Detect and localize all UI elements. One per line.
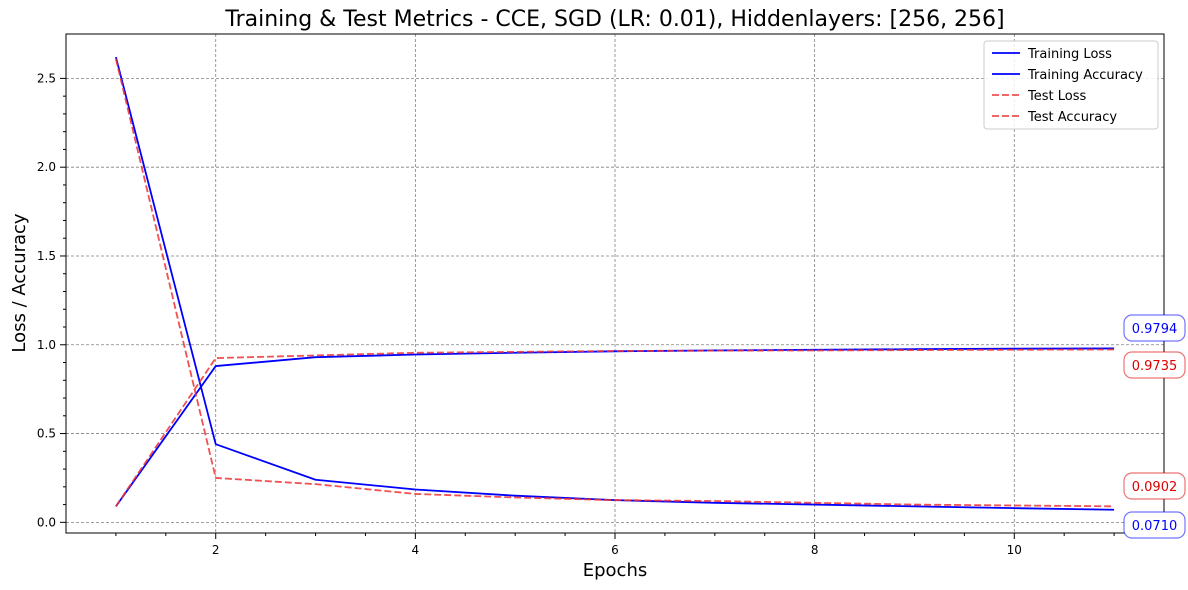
grid bbox=[66, 34, 1164, 533]
y-tick-label: 1.0 bbox=[37, 338, 56, 352]
x-axis-title: Epochs bbox=[583, 560, 648, 581]
axes: 2 4 6 8 10 0.0 0.5 1.0 1.5 2.0 2.5 bbox=[37, 71, 1115, 557]
series-layer bbox=[115, 56, 1115, 511]
annotations: 0.9794 0.9735 0.0902 0.0710 bbox=[1123, 314, 1186, 539]
x-tick-label: 8 bbox=[811, 543, 819, 557]
annotation-box bbox=[1123, 351, 1186, 379]
y-tick-label: 0.5 bbox=[37, 427, 56, 441]
y-axis-title: Loss / Accuracy bbox=[9, 213, 30, 353]
legend-box bbox=[983, 40, 1159, 130]
x-tick-label: 6 bbox=[611, 543, 619, 557]
annotation-label: 0.0710 bbox=[1132, 519, 1178, 534]
annotation-label: 0.9735 bbox=[1132, 359, 1178, 374]
legend-label: Test Accuracy bbox=[1027, 110, 1117, 125]
series-line-training-accuracy bbox=[115, 347, 1115, 507]
y-tick-label: 0.0 bbox=[37, 515, 56, 529]
annotation-box bbox=[1123, 511, 1186, 539]
legend-label: Test Loss bbox=[1027, 89, 1086, 104]
x-tick-label: 2 bbox=[212, 543, 220, 557]
y-tick-label: 2.0 bbox=[37, 160, 56, 174]
legend: Training Loss Training Accuracy Test Loss T… bbox=[983, 40, 1159, 130]
series-line-test-accuracy bbox=[115, 348, 1115, 507]
series-line-test-loss bbox=[115, 58, 1115, 508]
annotation-label: 0.9794 bbox=[1132, 322, 1178, 337]
x-tick-label: 10 bbox=[1007, 543, 1022, 557]
y-tick-label: 2.5 bbox=[37, 71, 56, 85]
x-tick-label: 4 bbox=[412, 543, 420, 557]
legend-label: Training Accuracy bbox=[1027, 68, 1143, 83]
legend-label: Training Loss bbox=[1027, 47, 1112, 62]
y-tick-label: 1.5 bbox=[37, 249, 56, 263]
annotation-box bbox=[1123, 314, 1186, 342]
chart-title: Training & Test Metrics - CCE, SGD (LR: … bbox=[224, 7, 1004, 32]
annotation-label: 0.0902 bbox=[1132, 480, 1178, 495]
annotation-box bbox=[1123, 472, 1186, 500]
